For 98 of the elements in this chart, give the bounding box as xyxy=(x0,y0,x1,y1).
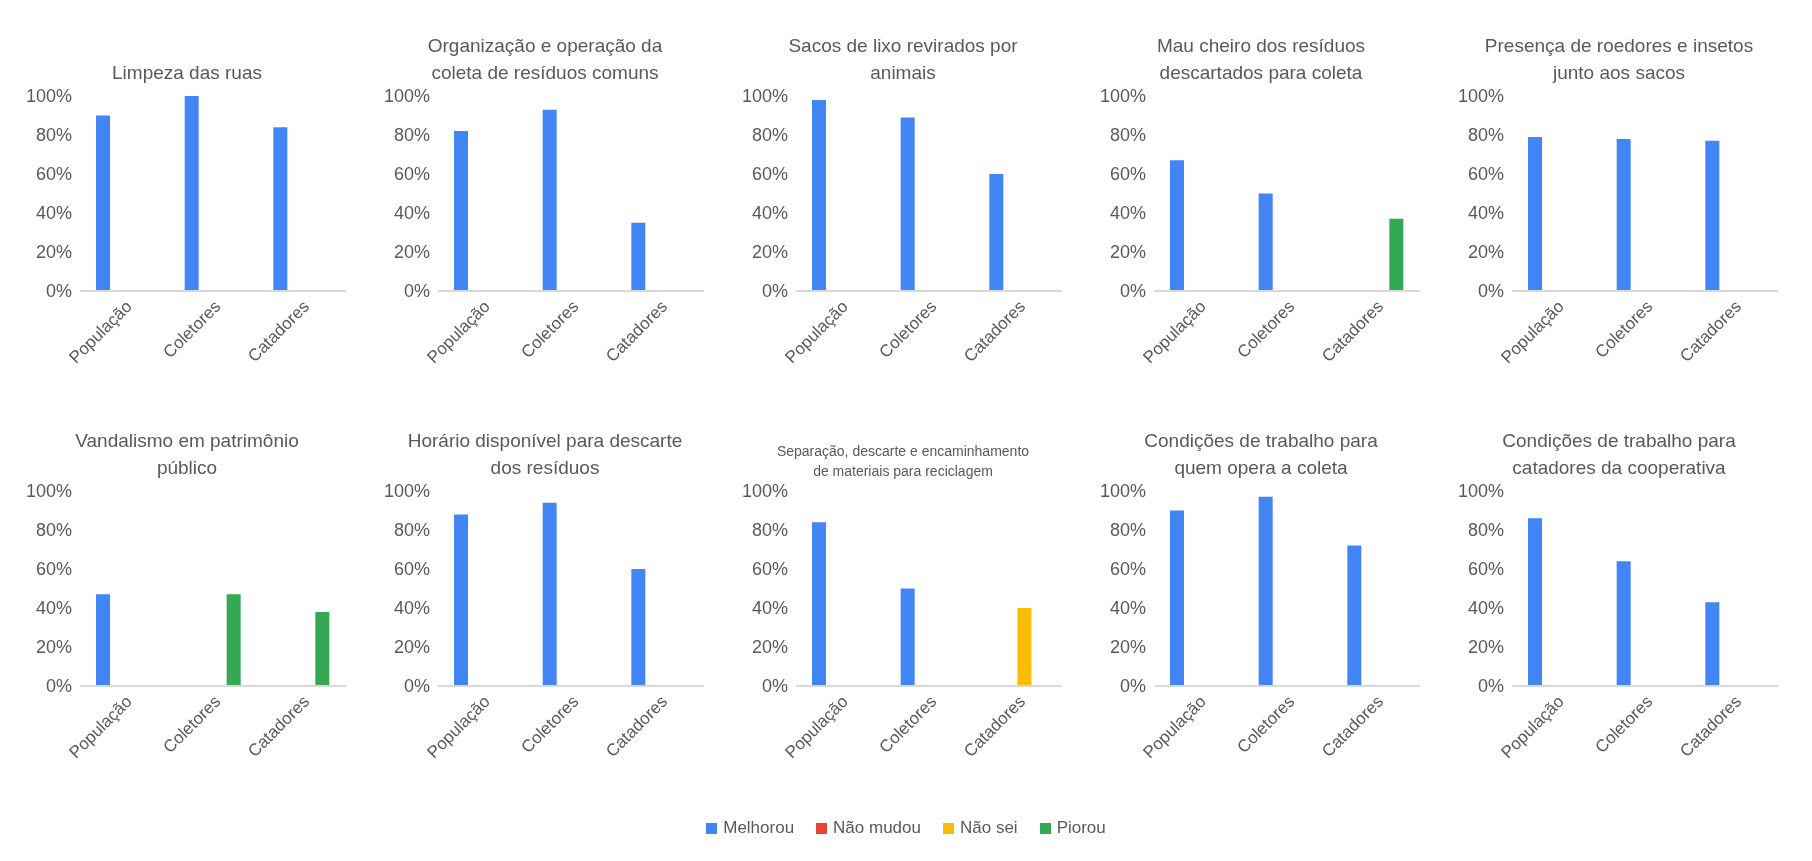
chart-title: Sacos de lixo revirados por animais xyxy=(787,34,1019,85)
y-tick-label: 60% xyxy=(35,164,72,185)
y-tick-label: 20% xyxy=(751,637,788,658)
y-tick-label: 0% xyxy=(403,676,430,697)
y-tick-label: 100% xyxy=(25,481,72,502)
y-tick-label: 100% xyxy=(1099,86,1146,107)
bar xyxy=(812,99,826,291)
y-tick-label: 20% xyxy=(35,242,72,263)
y-tick-label: 0% xyxy=(1477,281,1504,302)
chart-title: Limpeza das ruas xyxy=(111,61,263,85)
y-tick-label: 20% xyxy=(1109,637,1146,658)
y-tick-label: 60% xyxy=(35,559,72,580)
y-tick-label: 100% xyxy=(383,481,430,502)
y-tick-label: 100% xyxy=(1457,86,1504,107)
y-tick-label: 0% xyxy=(761,281,788,302)
bar xyxy=(631,222,646,291)
y-tick-label: 80% xyxy=(393,125,430,146)
chart-title: Mau cheiro dos resíduos descartados para coleta xyxy=(1155,34,1367,85)
y-tick-label: 0% xyxy=(1477,676,1504,697)
chart-title: Separação, descarte e encaminhamento de materiais para reciclagem xyxy=(775,442,1031,481)
y-tick-label: 60% xyxy=(1467,559,1504,580)
y-tick-label: 40% xyxy=(393,598,430,619)
y-tick-label: 100% xyxy=(1457,481,1504,502)
chart-title: Vandalismo em patrimônio público xyxy=(74,429,300,480)
y-tick-label: 40% xyxy=(393,203,430,224)
y-tick-label: 20% xyxy=(393,637,430,658)
y-tick-label: 40% xyxy=(751,598,788,619)
y-tick-label: 40% xyxy=(1109,203,1146,224)
y-tick-label: 100% xyxy=(383,86,430,107)
y-tick-label: 20% xyxy=(751,242,788,263)
y-tick-label: 100% xyxy=(741,481,788,502)
chart-title: Presença de roedores e insetos junto aos sacos xyxy=(1483,34,1755,85)
bar xyxy=(1528,518,1542,686)
y-tick-label: 80% xyxy=(35,520,72,541)
legend-label: Não mudou xyxy=(833,818,921,838)
y-tick-label: 20% xyxy=(35,637,72,658)
y-tick-label: 60% xyxy=(1467,164,1504,185)
chart-title: Condições de trabalho para quem opera a coleta xyxy=(1143,429,1379,480)
y-tick-label: 100% xyxy=(25,86,72,107)
y-tick-label: 80% xyxy=(751,125,788,146)
bar xyxy=(1258,496,1273,686)
y-tick-label: 80% xyxy=(35,125,72,146)
bar xyxy=(96,115,110,291)
y-tick-label: 20% xyxy=(1467,637,1504,658)
y-tick-label: 20% xyxy=(1109,242,1146,263)
y-tick-label: 60% xyxy=(1109,164,1146,185)
bar xyxy=(1616,561,1631,686)
y-tick-label: 0% xyxy=(403,281,430,302)
y-tick-label: 40% xyxy=(1467,598,1504,619)
bar xyxy=(900,588,915,686)
bar xyxy=(1017,608,1032,686)
y-tick-label: 0% xyxy=(45,281,72,302)
y-tick-label: 40% xyxy=(1109,598,1146,619)
bar xyxy=(1170,510,1184,686)
legend-label: Não sei xyxy=(959,818,1018,838)
bar xyxy=(1705,602,1720,686)
bar xyxy=(542,502,557,686)
y-tick-label: 0% xyxy=(45,676,72,697)
legend-label: Melhorou xyxy=(723,818,795,838)
bar xyxy=(900,117,915,291)
bar xyxy=(812,522,826,686)
y-tick-label: 80% xyxy=(1109,520,1146,541)
y-tick-label: 40% xyxy=(1467,203,1504,224)
chart-title: Horário disponível para descarte dos resíduos xyxy=(406,429,684,480)
y-tick-label: 80% xyxy=(393,520,430,541)
chart-title: Condições de trabalho para catadores da cooperativa xyxy=(1501,429,1737,480)
legend-label: Piorou xyxy=(1056,818,1106,838)
bar xyxy=(454,131,468,291)
chart-title: Organização e operação da coleta de resíduos comuns xyxy=(426,34,664,85)
y-tick-label: 20% xyxy=(1467,242,1504,263)
y-tick-label: 80% xyxy=(1467,520,1504,541)
y-tick-label: 40% xyxy=(751,203,788,224)
y-tick-label: 100% xyxy=(1099,481,1146,502)
y-tick-label: 80% xyxy=(1109,125,1146,146)
bar xyxy=(273,127,288,291)
bar xyxy=(1258,193,1273,291)
y-tick-label: 60% xyxy=(393,559,430,580)
y-tick-label: 60% xyxy=(751,164,788,185)
bar xyxy=(631,569,646,686)
bar xyxy=(454,514,468,686)
y-tick-label: 20% xyxy=(393,242,430,263)
bar xyxy=(184,96,199,291)
y-tick-label: 40% xyxy=(35,203,72,224)
y-tick-label: 80% xyxy=(1467,125,1504,146)
y-tick-label: 40% xyxy=(35,598,72,619)
bar xyxy=(1170,160,1184,291)
bar xyxy=(542,109,557,291)
y-tick-label: 60% xyxy=(1109,559,1146,580)
y-tick-label: 0% xyxy=(1119,281,1146,302)
y-tick-label: 0% xyxy=(1119,676,1146,697)
y-tick-label: 100% xyxy=(741,86,788,107)
y-tick-label: 80% xyxy=(751,520,788,541)
bar xyxy=(1389,218,1404,291)
bar xyxy=(1347,545,1362,686)
y-tick-label: 0% xyxy=(761,676,788,697)
y-tick-label: 60% xyxy=(751,559,788,580)
bar xyxy=(989,174,1004,291)
y-tick-label: 60% xyxy=(393,164,430,185)
